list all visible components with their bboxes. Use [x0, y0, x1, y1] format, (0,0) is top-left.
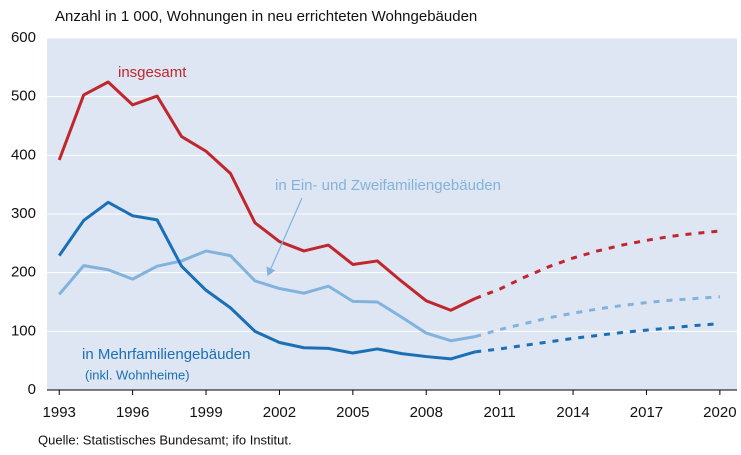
series-note: (inkl. Wohnheime) [85, 367, 190, 382]
y-tick-label: 0 [28, 381, 36, 398]
x-tick-label: 1993 [43, 404, 76, 421]
series-label: in Mehrfamiliengebäuden [82, 346, 250, 363]
y-tick-label: 500 [11, 88, 36, 105]
y-tick-label: 600 [11, 29, 36, 46]
series-line [58, 249, 476, 343]
annotation-arrow [266, 197, 303, 277]
series-line [475, 322, 720, 354]
x-tick-label: 2005 [336, 404, 369, 421]
series-line [474, 295, 720, 339]
series-line [474, 229, 721, 300]
x-tick-label: 1999 [189, 404, 222, 421]
y-tick-label: 400 [11, 146, 36, 163]
source: Quelle: Statistisches Bundesamt; ifo Ins… [38, 432, 292, 447]
series-label: in Ein- und Zweifamiliengebäuden [275, 177, 501, 194]
x-tick-label: 1996 [116, 404, 149, 421]
x-tick-label: 2008 [410, 404, 443, 421]
x-tick-label: 2017 [630, 404, 663, 421]
series-line [58, 200, 476, 361]
x-tick-label: 2011 [484, 404, 516, 421]
chart-title: Anzahl in 1 000, Wohnungen in neu errich… [55, 8, 477, 25]
series-label: insgesamt [118, 64, 187, 81]
x-tick-label: 2020 [703, 404, 736, 421]
x-tick-label: 2014 [556, 404, 589, 421]
x-tick-label: 2002 [263, 404, 296, 421]
y-tick-label: 100 [11, 322, 36, 339]
y-tick-label: 300 [11, 205, 36, 222]
y-tick-label: 200 [11, 264, 36, 281]
series-line [57, 80, 476, 312]
